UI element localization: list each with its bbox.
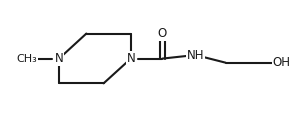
Text: O: O [158, 27, 167, 40]
Text: NH: NH [187, 49, 204, 61]
Text: N: N [55, 52, 63, 65]
Text: OH: OH [272, 56, 291, 69]
Text: N: N [126, 52, 135, 65]
Text: CH₃: CH₃ [16, 54, 37, 64]
